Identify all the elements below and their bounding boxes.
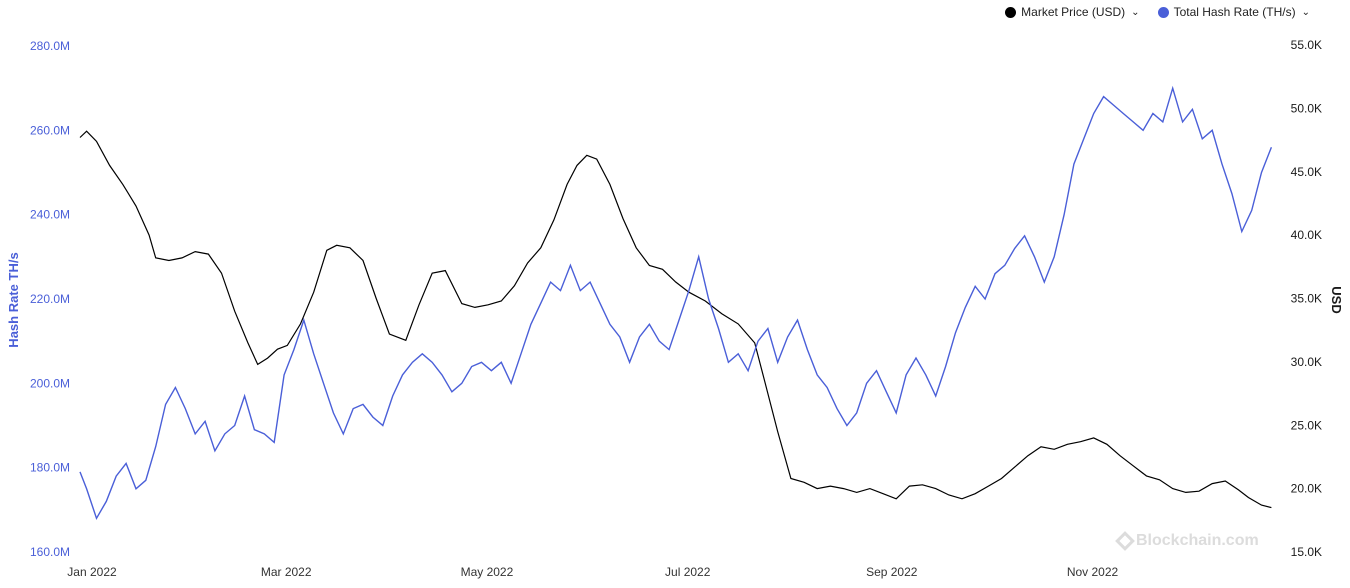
watermark-text: Blockchain.com (1136, 532, 1259, 549)
right-tick-label: 40.0K (1291, 228, 1322, 242)
left-tick-label: 180.0M (30, 461, 70, 475)
blockchain-logo-icon (1115, 531, 1135, 551)
right-axis-title: USD (1329, 286, 1344, 313)
series-line-hash (79, 85, 1273, 520)
x-tick-label: Nov 2022 (1067, 565, 1119, 579)
x-tick-label: Mar 2022 (261, 565, 312, 579)
right-tick-label: 35.0K (1291, 292, 1322, 306)
x-tick-label: Jan 2022 (67, 565, 117, 579)
left-tick-label: 200.0M (30, 376, 70, 390)
x-tick-label: Sep 2022 (866, 565, 918, 579)
x-tick-label: Jul 2022 (665, 565, 711, 579)
x-tick-label: May 2022 (461, 565, 514, 579)
legend: Market Price (USD) ⌄ Total Hash Rate (TH… (1005, 5, 1310, 19)
left-tick-label: 240.0M (30, 208, 70, 222)
left-tick-label: 220.0M (30, 292, 70, 306)
legend-item-hash[interactable]: Total Hash Rate (TH/s) ⌄ (1157, 5, 1310, 19)
hash-dot-icon (1157, 6, 1169, 18)
right-tick-label: 45.0K (1291, 165, 1322, 179)
left-tick-label: 260.0M (30, 123, 70, 137)
left-tick-label: 280.0M (30, 39, 70, 53)
watermark: Blockchain.com (1115, 531, 1259, 551)
right-tick-label: 15.0K (1291, 545, 1322, 559)
chevron-down-icon[interactable]: ⌄ (1301, 6, 1310, 18)
series-line-price (79, 130, 1272, 509)
legend-price-label: Market Price (USD) (1021, 5, 1126, 19)
chevron-down-icon[interactable]: ⌄ (1131, 6, 1140, 18)
right-tick-label: 55.0K (1291, 38, 1322, 52)
price-dot-icon (1005, 6, 1017, 18)
legend-item-price[interactable]: Market Price (USD) ⌄ (1005, 5, 1140, 19)
right-tick-label: 25.0K (1291, 418, 1322, 432)
left-axis-title: Hash Rate TH/s (6, 252, 21, 347)
right-tick-label: 30.0K (1291, 355, 1322, 369)
legend-hash-label: Total Hash Rate (TH/s) (1173, 5, 1296, 19)
right-tick-label: 50.0K (1291, 101, 1322, 115)
right-tick-label: 20.0K (1291, 482, 1322, 496)
left-tick-label: 160.0M (30, 545, 70, 559)
